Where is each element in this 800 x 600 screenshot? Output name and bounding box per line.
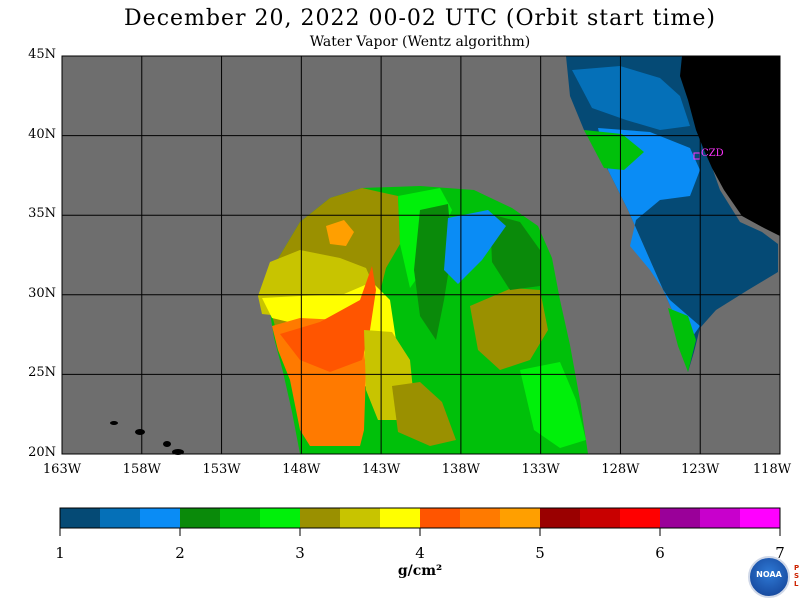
- swath-1-warm-spot-north: [326, 220, 354, 246]
- longitude-tick-label: 148W: [282, 462, 321, 477]
- psl-letter: S: [794, 572, 800, 580]
- colorbar-swatch: [460, 508, 501, 528]
- colorbar-swatch: [140, 508, 181, 528]
- colorbar-swatch: [420, 508, 461, 528]
- colorbar-swatch: [620, 508, 661, 528]
- swath-1-dark-green-band: [414, 204, 452, 340]
- longitude-tick-label: 138W: [441, 462, 480, 477]
- swath-1-olive-east: [392, 382, 456, 446]
- noaa-logo-text: NOAA: [756, 570, 782, 579]
- latitude-tick-label: 45N: [28, 47, 56, 62]
- longitude-tick-label: 128W: [601, 462, 640, 477]
- map-frame: [61, 55, 781, 455]
- longitude-tick-label: 133W: [521, 462, 560, 477]
- latitude-tick-label: 35N: [28, 206, 56, 222]
- map-plot-area: CZD: [61, 55, 781, 455]
- longitude-tick-label: 118W: [752, 462, 792, 477]
- colorbar-swatch: [300, 508, 341, 528]
- colorbar-unit: g/cm²: [397, 563, 443, 579]
- swath-2-green-south: [668, 308, 696, 372]
- swath-1-green-south: [520, 362, 586, 448]
- swath-2-green: [584, 130, 644, 170]
- longitude-tick-label: 153W: [202, 462, 241, 477]
- colorbar-swatch: [60, 508, 101, 528]
- colorbar-swatch: [100, 508, 141, 528]
- swath-coastal: [566, 56, 778, 372]
- noaa-logo: NOAA: [748, 556, 790, 598]
- latitude-tick-label: 20N: [28, 445, 56, 460]
- latitude-tick-label: 25N: [28, 365, 56, 381]
- psl-letter: P: [794, 564, 800, 572]
- map-subtitle: Water Vapor (Wentz algorithm): [309, 34, 531, 50]
- colorbar-tick-label: 7: [775, 544, 785, 562]
- longitude-tick-label: 163W: [42, 462, 82, 477]
- colorbar-swatch: [260, 508, 301, 528]
- hawaii-islands: [110, 421, 184, 455]
- latitude-tick-label: 30N: [28, 285, 56, 301]
- longitude-tick-label: 158W: [122, 462, 161, 477]
- swath-1-dark-green-east: [490, 214, 540, 290]
- colorbar-tick-label: 1: [55, 544, 65, 562]
- psl-letter: L: [794, 580, 799, 588]
- swath-1-moist-blue: [444, 210, 506, 284]
- colorbar-tick-label: 4: [415, 544, 425, 562]
- colorbar-swatch: [740, 508, 781, 528]
- swath-2-light-blue: [598, 128, 700, 340]
- colorbar-swatch: [180, 508, 221, 528]
- colorbar-swatch: [500, 508, 541, 528]
- colorbar-tick-label: 6: [655, 544, 665, 562]
- swath-1-olive-patch: [470, 288, 548, 370]
- colorbar-swatch: [380, 508, 421, 528]
- longitude-tick-label: 123W: [681, 462, 720, 477]
- latitude-tick-label: 40N: [28, 126, 56, 142]
- swath-1-red-orange: [280, 266, 376, 372]
- colorbar-swatch: [700, 508, 741, 528]
- swath-central-pacific: [258, 186, 588, 454]
- colorbar-swatch: [340, 508, 381, 528]
- station-label: CZD: [701, 148, 724, 159]
- colorbar-swatch: [660, 508, 701, 528]
- map-title: December 20, 2022 00-02 UTC (Orbit start…: [124, 6, 716, 31]
- colorbar-swatch: [540, 508, 581, 528]
- swath-2-mid-blue: [572, 66, 690, 130]
- longitude-tick-label: 143W: [362, 462, 401, 477]
- colorbar-tick-label: 2: [175, 544, 185, 562]
- colorbar-tick-label: 3: [295, 544, 305, 562]
- north-america-land: [680, 56, 780, 236]
- colorbar-swatch: [220, 508, 261, 528]
- colorbar: [59, 507, 781, 536]
- colorbar-tick-label: 5: [535, 544, 545, 562]
- colorbar-swatch: [580, 508, 621, 528]
